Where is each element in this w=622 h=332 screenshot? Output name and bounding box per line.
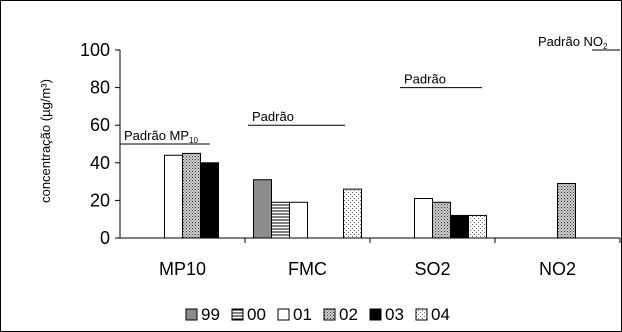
y-tick-label: 40: [90, 153, 110, 173]
legend-label-04: 04: [431, 305, 450, 324]
bar-mp10-02: [182, 152, 201, 239]
legend-swatch-02: [323, 308, 336, 321]
legend-swatch-00: [231, 308, 244, 321]
bar-so2-04: [468, 214, 487, 239]
legend-label-99: 99: [201, 305, 220, 324]
reference-label-mp10: Padrão MP10: [124, 128, 198, 145]
legend-label-02: 02: [339, 305, 358, 324]
reference-label-fmc: Padrão: [252, 109, 294, 124]
y-tick-label: 80: [90, 78, 110, 98]
y-tick-label: 60: [90, 115, 110, 135]
x-tick-label: SO2: [414, 259, 450, 279]
legend-label-00: 00: [247, 305, 266, 324]
y-tick-label: 20: [90, 190, 110, 210]
bar-fmc-01: [289, 201, 308, 239]
bar-mp10-03: [200, 162, 219, 239]
legend-swatch-99: [185, 308, 198, 321]
legend-swatch-01: [277, 308, 290, 321]
y-axis-label: concentração (µg/m³): [38, 79, 53, 203]
axes: 0 20 40 60 80 100 MP10 FMC SO2 NO2: [80, 40, 621, 279]
legend-label-01: 01: [293, 305, 312, 324]
legend: 99 00 01 02 03 04: [185, 305, 450, 324]
x-tick-label: NO2: [539, 259, 576, 279]
reference-label-so2: Padrão: [404, 72, 446, 87]
x-tick-label: MP10: [159, 259, 206, 279]
bar-so2-01: [414, 198, 433, 239]
bar-no2-02: [557, 182, 576, 239]
bar-so2-02: [432, 201, 451, 239]
legend-swatch-03: [369, 308, 382, 321]
legend-label-03: 03: [385, 305, 404, 324]
bar-fmc-00: [271, 201, 290, 239]
legend-swatch-04: [415, 308, 428, 321]
x-tick-label: FMC: [288, 259, 327, 279]
bar-fmc-04: [343, 188, 362, 239]
bar-mp10-01: [164, 154, 183, 239]
reference-label-no2: Padrão NO2: [538, 34, 608, 51]
reference-lines: Padrão MP10 Padrão Padrão Padrão NO2: [120, 34, 620, 145]
bar-so2-03: [450, 214, 469, 239]
y-tick-label: 100: [80, 40, 110, 60]
bars: [164, 152, 576, 239]
y-tick-label: 0: [100, 228, 110, 248]
bar-fmc-99: [253, 179, 272, 239]
